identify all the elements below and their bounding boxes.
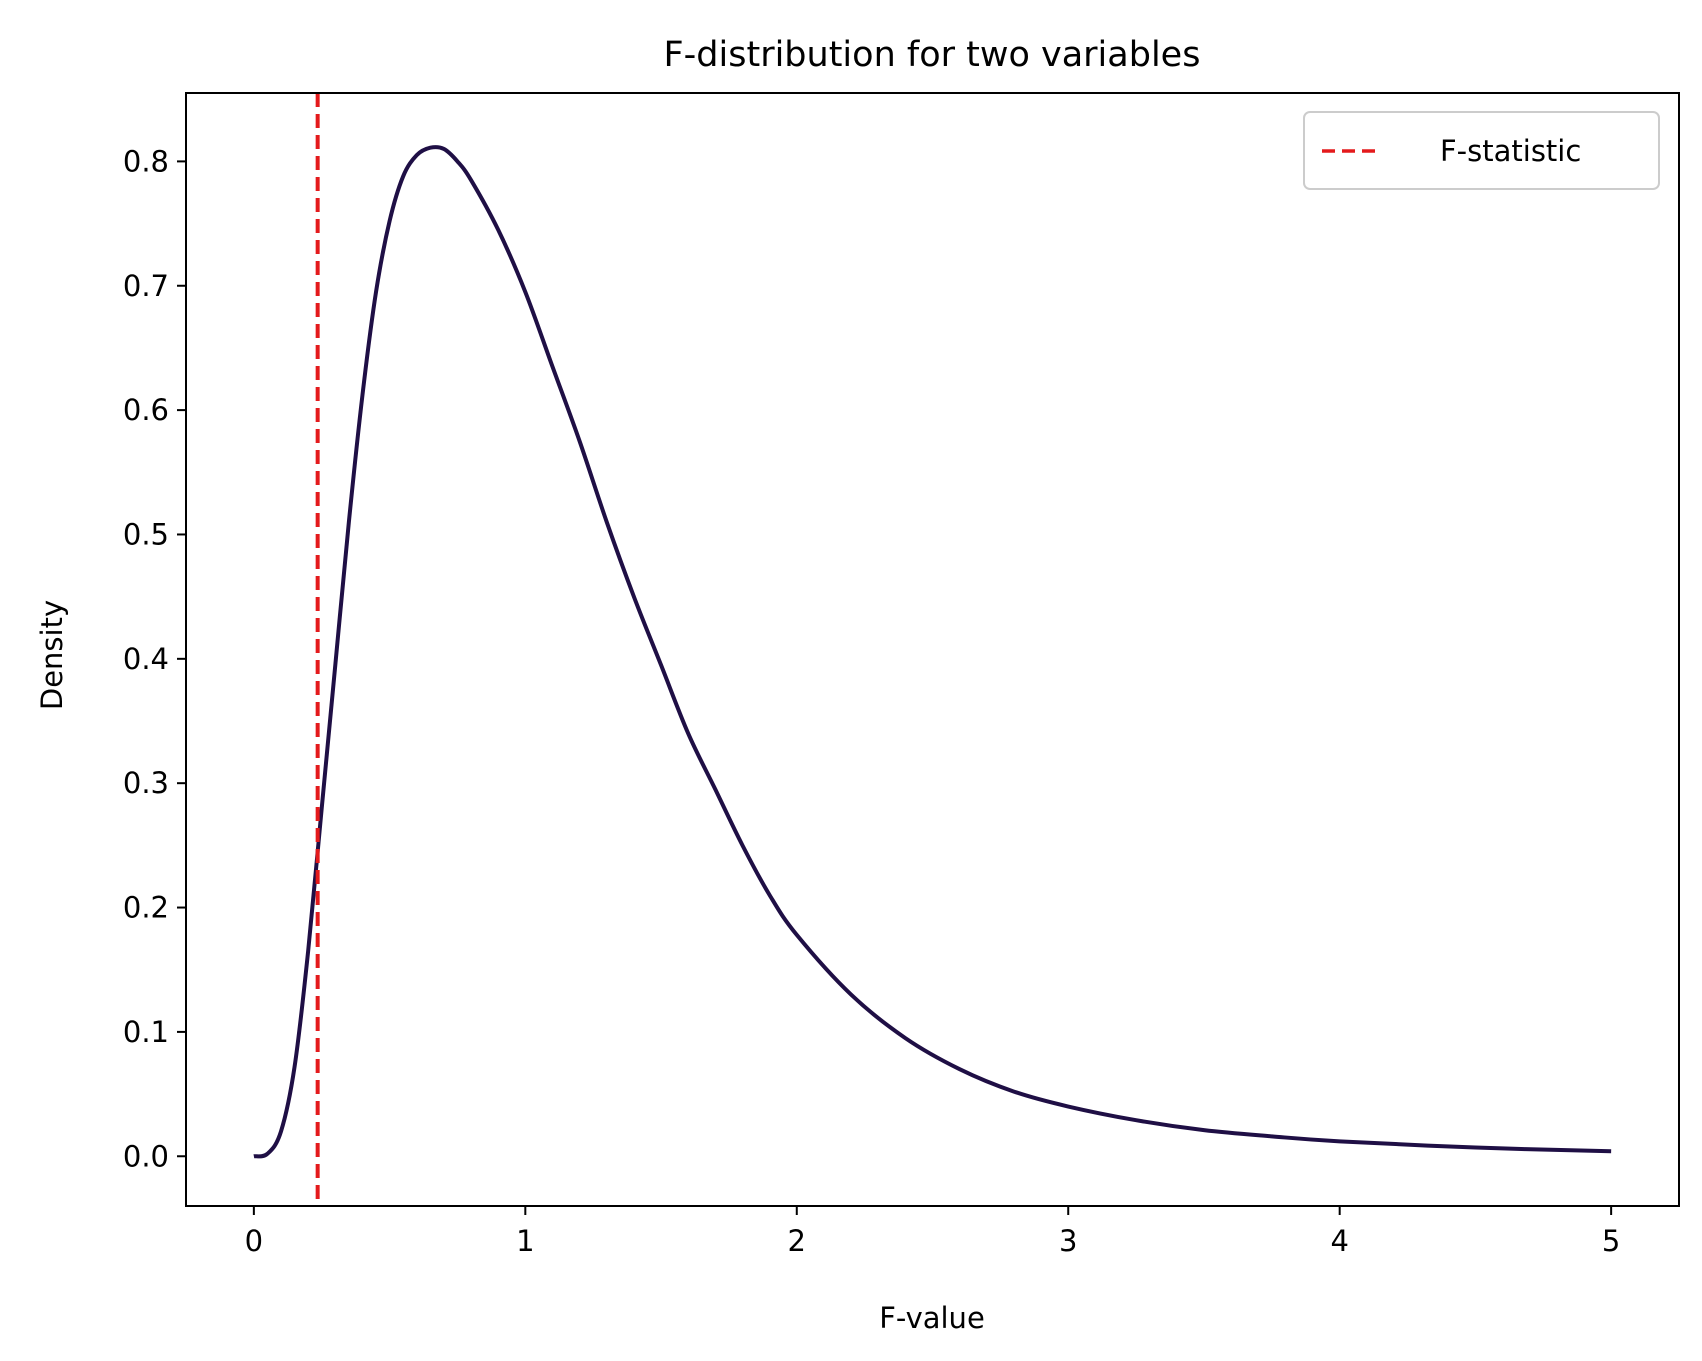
y-tick-label: 0.7 bbox=[123, 269, 169, 303]
x-axis-label: F-value bbox=[879, 1301, 985, 1335]
y-axis-label: Density bbox=[35, 600, 69, 710]
chart-title: F-distribution for two variables bbox=[664, 35, 1201, 75]
y-tick-label: 0.0 bbox=[123, 1139, 169, 1173]
y-tick-label: 0.8 bbox=[123, 144, 169, 178]
x-axis-ticks: 0 1 2 3 4 5 bbox=[245, 1206, 1620, 1258]
y-tick-label: 0.3 bbox=[123, 766, 169, 800]
x-tick-label: 4 bbox=[1330, 1224, 1348, 1258]
y-tick-label: 0.6 bbox=[123, 393, 169, 427]
x-tick-label: 2 bbox=[788, 1224, 806, 1258]
legend: F-statistic bbox=[1303, 111, 1660, 190]
x-tick-label: 0 bbox=[245, 1224, 263, 1258]
y-tick-label: 0.5 bbox=[123, 517, 169, 551]
axes-frame bbox=[185, 92, 1680, 1207]
legend-label-f-statistic: F-statistic bbox=[1440, 134, 1581, 168]
x-tick-label: 5 bbox=[1602, 1224, 1620, 1258]
x-tick-label: 3 bbox=[1059, 1224, 1077, 1258]
plot-layer bbox=[253, 93, 1612, 1206]
y-tick-label: 0.2 bbox=[123, 891, 169, 925]
density-curve bbox=[253, 145, 1612, 1159]
y-axis-ticks: 0.0 0.1 0.2 0.3 0.4 0.5 0.6 0.7 0.8 bbox=[123, 144, 186, 1173]
y-tick-label: 0.1 bbox=[123, 1015, 169, 1049]
x-tick-label: 1 bbox=[516, 1224, 534, 1258]
y-tick-label: 0.4 bbox=[123, 642, 169, 676]
legend-box bbox=[1303, 111, 1660, 190]
